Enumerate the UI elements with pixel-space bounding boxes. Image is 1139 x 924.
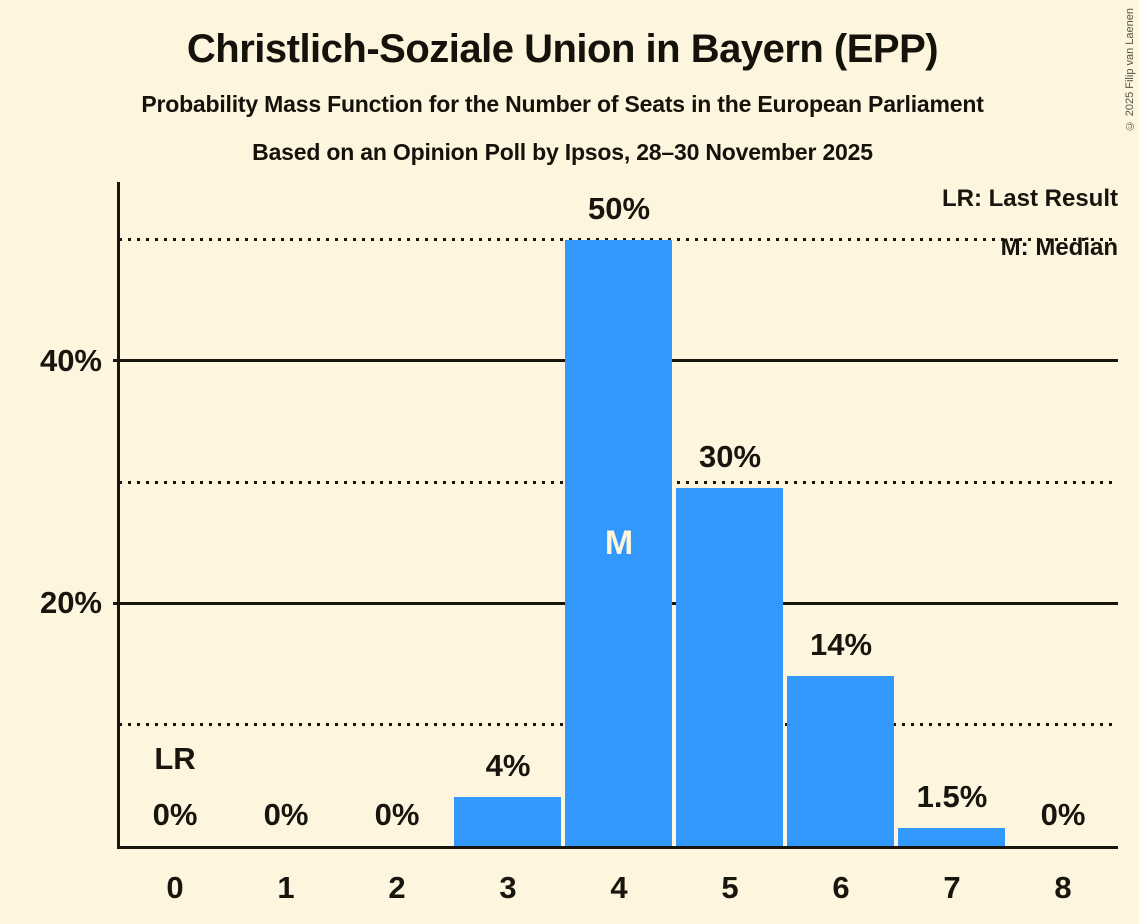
median-annotation: M	[604, 524, 634, 562]
chart-subtitle: Probability Mass Function for the Number…	[141, 91, 984, 117]
chart-source-note: Based on an Opinion Poll by Ipsos, 28–30…	[252, 139, 873, 165]
bar-value-label-3: 4%	[485, 748, 531, 783]
bar-value-label-5: 30%	[698, 439, 762, 474]
copyright-notice: © 2025 Filip van Laenen	[1124, 8, 1136, 132]
bar-seats-7	[898, 828, 1005, 846]
x-tick-label-3: 3	[499, 870, 517, 905]
legend-median: M: Median	[1000, 234, 1118, 261]
x-tick-label-7: 7	[943, 870, 961, 905]
bar-seats-3	[454, 797, 561, 846]
gridline-dotted-50	[119, 238, 1118, 241]
bar-seats-6	[787, 676, 894, 846]
bar-value-label-0: 0%	[152, 797, 198, 832]
last-result-annotation: LR	[154, 741, 196, 776]
y-axis-line	[117, 182, 120, 849]
bar-value-label-1: 0%	[263, 797, 309, 832]
chart-title: Christlich-Soziale Union in Bayern (EPP)	[186, 27, 939, 71]
x-tick-label-0: 0	[166, 870, 184, 905]
x-tick-label-4: 4	[610, 870, 628, 905]
bar-value-label-2: 0%	[374, 797, 420, 832]
bar-value-label-6: 14%	[809, 627, 873, 662]
bar-value-label-8: 0%	[1040, 797, 1086, 832]
x-tick-label-8: 8	[1054, 870, 1072, 905]
y-tick-label-40: 40%	[39, 343, 102, 378]
x-tick-label-2: 2	[388, 870, 406, 905]
bar-value-label-7: 1.5%	[916, 779, 988, 814]
x-tick-label-5: 5	[721, 870, 739, 905]
bar-value-label-4: 50%	[587, 191, 651, 226]
x-axis-line	[117, 846, 1118, 849]
y-tick-label-20: 20%	[39, 585, 102, 620]
bar-seats-5	[676, 488, 783, 846]
bar-seats-4	[565, 240, 672, 847]
legend-last-result: LR: Last Result	[941, 185, 1118, 212]
x-tick-label-1: 1	[277, 870, 295, 905]
x-tick-label-6: 6	[832, 870, 850, 905]
